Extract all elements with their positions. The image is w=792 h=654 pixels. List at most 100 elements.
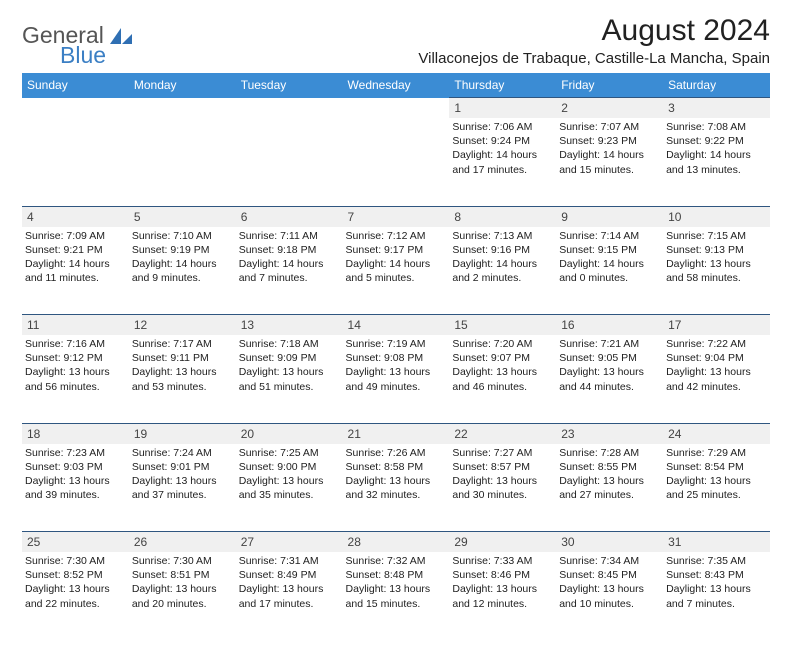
daylight1-text: Daylight: 13 hours	[132, 582, 233, 596]
sunset-text: Sunset: 9:21 PM	[25, 243, 126, 257]
day-cell: Sunrise: 7:26 AMSunset: 8:58 PMDaylight:…	[343, 444, 450, 532]
daylight2-text: and 30 minutes.	[452, 488, 553, 502]
daylight1-text: Daylight: 13 hours	[25, 365, 126, 379]
daylight2-text: and 5 minutes.	[346, 271, 447, 285]
day-number: 21	[343, 423, 450, 444]
sunrise-text: Sunrise: 7:08 AM	[666, 120, 767, 134]
day-number-row: 123	[22, 98, 770, 119]
sunrise-text: Sunrise: 7:20 AM	[452, 337, 553, 351]
day-number: 24	[663, 423, 770, 444]
daylight2-text: and 13 minutes.	[666, 163, 767, 177]
day-header: Tuesday	[236, 73, 343, 98]
sunrise-text: Sunrise: 7:11 AM	[239, 229, 340, 243]
day-cell: Sunrise: 7:23 AMSunset: 9:03 PMDaylight:…	[22, 444, 129, 532]
sunrise-text: Sunrise: 7:35 AM	[666, 554, 767, 568]
sunrise-text: Sunrise: 7:09 AM	[25, 229, 126, 243]
day-number: 3	[663, 98, 770, 119]
sunrise-text: Sunrise: 7:18 AM	[239, 337, 340, 351]
sunrise-text: Sunrise: 7:34 AM	[559, 554, 660, 568]
day-number: 19	[129, 423, 236, 444]
daylight1-text: Daylight: 13 hours	[346, 582, 447, 596]
day-header: Friday	[556, 73, 663, 98]
daylight2-text: and 58 minutes.	[666, 271, 767, 285]
sunrise-text: Sunrise: 7:07 AM	[559, 120, 660, 134]
daylight2-text: and 12 minutes.	[452, 597, 553, 611]
day-number-row: 11121314151617	[22, 315, 770, 336]
day-cell: Sunrise: 7:11 AMSunset: 9:18 PMDaylight:…	[236, 227, 343, 315]
sunset-text: Sunset: 8:58 PM	[346, 460, 447, 474]
daylight2-text: and 9 minutes.	[132, 271, 233, 285]
day-header: Sunday	[22, 73, 129, 98]
daylight1-text: Daylight: 14 hours	[452, 148, 553, 162]
day-cell: Sunrise: 7:25 AMSunset: 9:00 PMDaylight:…	[236, 444, 343, 532]
sunset-text: Sunset: 9:16 PM	[452, 243, 553, 257]
sunrise-text: Sunrise: 7:12 AM	[346, 229, 447, 243]
day-number: 2	[556, 98, 663, 119]
sunrise-text: Sunrise: 7:10 AM	[132, 229, 233, 243]
sunset-text: Sunset: 9:22 PM	[666, 134, 767, 148]
daylight1-text: Daylight: 13 hours	[346, 474, 447, 488]
logo: General Blue	[22, 22, 134, 49]
day-number: 16	[556, 315, 663, 336]
day-header-row: SundayMondayTuesdayWednesdayThursdayFrid…	[22, 73, 770, 98]
day-cell	[343, 118, 450, 206]
day-cell: Sunrise: 7:07 AMSunset: 9:23 PMDaylight:…	[556, 118, 663, 206]
daylight2-text: and 51 minutes.	[239, 380, 340, 394]
day-cell: Sunrise: 7:24 AMSunset: 9:01 PMDaylight:…	[129, 444, 236, 532]
day-number: 25	[22, 532, 129, 553]
day-number: 18	[22, 423, 129, 444]
sunset-text: Sunset: 8:51 PM	[132, 568, 233, 582]
sunset-text: Sunset: 9:13 PM	[666, 243, 767, 257]
day-number: 31	[663, 532, 770, 553]
daylight1-text: Daylight: 13 hours	[559, 474, 660, 488]
sunrise-text: Sunrise: 7:25 AM	[239, 446, 340, 460]
day-cell: Sunrise: 7:22 AMSunset: 9:04 PMDaylight:…	[663, 335, 770, 423]
sunrise-text: Sunrise: 7:33 AM	[452, 554, 553, 568]
day-cell: Sunrise: 7:08 AMSunset: 9:22 PMDaylight:…	[663, 118, 770, 206]
daylight1-text: Daylight: 14 hours	[132, 257, 233, 271]
sunrise-text: Sunrise: 7:15 AM	[666, 229, 767, 243]
sunrise-text: Sunrise: 7:06 AM	[452, 120, 553, 134]
sunrise-text: Sunrise: 7:28 AM	[559, 446, 660, 460]
daylight2-text: and 20 minutes.	[132, 597, 233, 611]
day-cell: Sunrise: 7:31 AMSunset: 8:49 PMDaylight:…	[236, 552, 343, 640]
sunrise-text: Sunrise: 7:21 AM	[559, 337, 660, 351]
daylight2-text: and 42 minutes.	[666, 380, 767, 394]
sunset-text: Sunset: 9:04 PM	[666, 351, 767, 365]
sunset-text: Sunset: 8:46 PM	[452, 568, 553, 582]
day-number: 5	[129, 206, 236, 227]
sunset-text: Sunset: 9:09 PM	[239, 351, 340, 365]
day-cell: Sunrise: 7:27 AMSunset: 8:57 PMDaylight:…	[449, 444, 556, 532]
daylight1-text: Daylight: 13 hours	[666, 582, 767, 596]
day-detail-row: Sunrise: 7:09 AMSunset: 9:21 PM Daylight:…	[22, 227, 770, 315]
sunrise-text: Sunrise: 7:23 AM	[25, 446, 126, 460]
day-cell: Sunrise: 7:17 AMSunset: 9:11 PMDaylight:…	[129, 335, 236, 423]
daylight2-text: and 2 minutes.	[452, 271, 553, 285]
day-number: 30	[556, 532, 663, 553]
daylight2-text: and 32 minutes.	[346, 488, 447, 502]
day-cell: Sunrise: 7:33 AMSunset: 8:46 PMDaylight:…	[449, 552, 556, 640]
day-number: 27	[236, 532, 343, 553]
daylight2-text: and 53 minutes.	[132, 380, 233, 394]
day-number: 22	[449, 423, 556, 444]
day-cell	[236, 118, 343, 206]
day-cell: Sunrise: 7:34 AMSunset: 8:45 PMDaylight:…	[556, 552, 663, 640]
daylight2-text: and 27 minutes.	[559, 488, 660, 502]
daylight1-text: Daylight: 13 hours	[239, 474, 340, 488]
day-header: Saturday	[663, 73, 770, 98]
logo-sail-icon	[108, 26, 134, 46]
sunset-text: Sunset: 8:52 PM	[25, 568, 126, 582]
daylight2-text: and 0 minutes.	[559, 271, 660, 285]
day-cell	[22, 118, 129, 206]
day-number: 23	[556, 423, 663, 444]
sunrise-text: Sunrise: 7:26 AM	[346, 446, 447, 460]
daylight2-text: and 44 minutes.	[559, 380, 660, 394]
day-number: 9	[556, 206, 663, 227]
daylight1-text: Daylight: 13 hours	[559, 365, 660, 379]
sunset-text: Sunset: 9:18 PM	[239, 243, 340, 257]
day-cell	[129, 118, 236, 206]
day-number: 28	[343, 532, 450, 553]
day-cell: Sunrise: 7:30 AMSunset: 8:52 PMDaylight:…	[22, 552, 129, 640]
day-cell: Sunrise: 7:30 AMSunset: 8:51 PMDaylight:…	[129, 552, 236, 640]
header: General Blue August 2024 Villaconejos de…	[22, 14, 770, 67]
